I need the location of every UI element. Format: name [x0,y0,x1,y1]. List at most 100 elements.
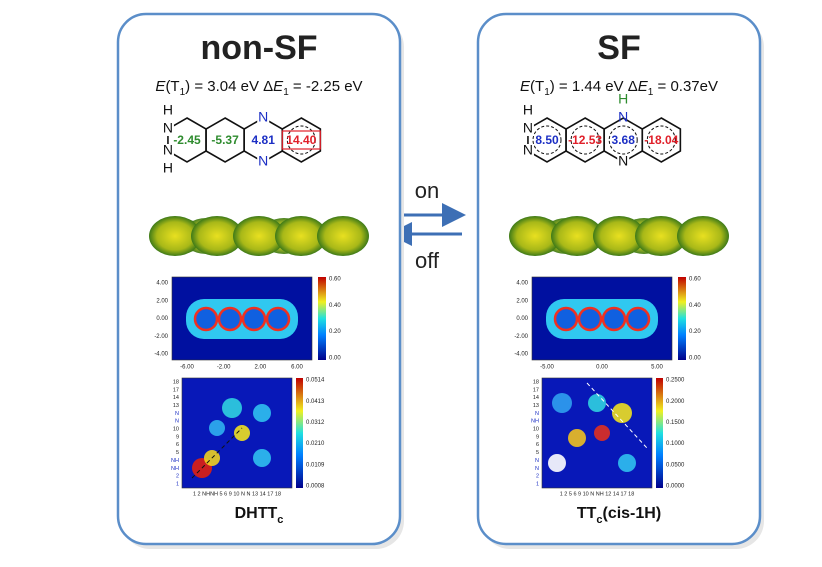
plot-y-tick: 2 [536,474,539,480]
ring-delocalization [286,125,316,155]
map-cbar-tick: 0.20 [329,329,341,335]
atom-bg [521,104,534,118]
plot-y-tick: N [175,419,179,425]
map-cbar-tick: 0.40 [689,303,701,309]
plot-x-label: 1 2 NHNH 5 6 9 10 N N 13 14 17 18 [193,491,281,497]
ring-delocalization [608,125,638,155]
on-label: on [415,178,439,203]
energy-part: 1 [648,87,654,98]
energy-part: = -2.25 eV [289,78,363,95]
plot-y-tick: 6 [176,442,179,448]
map-y-tick: 2.00 [156,298,168,304]
energy-part: ) = 1.44 eV Δ [550,78,638,95]
density-blob [594,425,610,441]
ring-highlight [281,130,321,150]
density-blob [568,429,586,447]
ring-delocalization [532,125,562,155]
ring-value: 3.68 [612,133,636,147]
density-blob [612,403,632,423]
name-part: TT [577,505,597,522]
plot-colorbar [656,378,663,488]
atom-label: H [618,91,628,107]
plot-y-tick: 9 [176,434,179,440]
elf-ring [625,306,651,332]
density-blob [588,394,606,412]
elf-ring [241,306,267,332]
plot-cbar-tick: 0.0000 [666,484,685,490]
map-y-tick: -2.00 [514,334,528,340]
ring-value: -18.04 [644,133,678,147]
ring [281,117,322,163]
map-cbar-tick: 0.20 [689,329,701,335]
energy-part: 1 [180,87,186,98]
map-cbar-tick: 0.60 [329,277,341,283]
plot-cbar-tick: 0.2000 [666,399,685,405]
atom-bg [161,104,174,118]
orbital-lobe [191,216,243,256]
plot-y-tick: 18 [173,379,179,385]
map-colorbar [318,277,326,360]
map-y-tick: 2.00 [516,298,528,304]
plot-y-tick: 2 [176,474,179,480]
ring-delocalization [570,125,600,155]
plot-cbar-tick: 0.0210 [306,441,325,447]
energy-line: E(T1) = 3.04 eV ΔE1 = -2.25 eV [155,78,362,98]
energy-line: E(T1) = 1.44 eV ΔE1 = 0.37eV [520,78,718,98]
map-y-tick: -4.00 [154,352,168,358]
atom-label: N [618,109,628,125]
molecule-name: TTc(cis-1H) [577,505,661,526]
map-x-tick: 2.00 [254,365,266,371]
map-cbar-tick: 0.60 [689,277,701,283]
plot-cbar-tick: 0.0312 [306,420,325,426]
atom-bg [161,122,174,136]
plot-y-tick: 5 [536,450,539,456]
plot-colorbar [296,378,303,488]
atom-label: N [618,153,628,169]
energy-part: = 0.37eV [653,78,718,95]
atom-bg [257,111,270,125]
orbital-lobe [275,216,327,256]
atom-label: N [163,142,173,158]
ring-value: -5.37 [211,133,239,147]
molecule-name: DHTTc [235,505,284,526]
energy-part: 1 [283,87,289,98]
diagonal [586,382,648,449]
density-blob [209,420,225,436]
atom-bg [617,93,630,107]
plot-cbar-tick: 0.1500 [666,420,685,426]
ring-value: -12.53 [568,133,602,147]
plot-cbar-tick: 0.1000 [666,441,685,447]
orbital-lobe [635,216,687,256]
orbital-lobe [593,216,645,256]
map-cbar-tick: 0.40 [329,303,341,309]
density-blob [552,393,572,413]
atom-bg [257,155,270,169]
density-blob [234,425,250,441]
atom-bg [521,144,534,158]
energy-part: E [638,78,649,95]
name-part: c [596,514,602,526]
plot-y-tick: NH [171,466,179,472]
map-y-tick: 4.00 [516,281,528,287]
atom-label: N [258,109,268,125]
map-x-tick: -2.00 [217,365,231,371]
energy-part: (T [530,78,544,95]
plot-y-tick: 14 [173,395,179,401]
density-blob [548,454,566,472]
ring-value: -2.45 [173,133,201,147]
atom-label: N [163,120,173,136]
map-x-tick: -5.00 [540,365,554,371]
atom-label: H [163,160,173,176]
elf-ring [601,306,627,332]
orbital-lobe [677,216,729,256]
map-y-tick: -4.00 [514,352,528,358]
energy-part: 1 [544,87,550,98]
elf-ring [577,306,603,332]
atom-bg [161,162,174,176]
atom-label: N [258,153,268,169]
map-x-tick: 0.00 [596,365,608,371]
map-y-tick: -2.00 [154,334,168,340]
plot-cbar-tick: 0.0008 [306,484,325,490]
orbital-lobe [317,216,369,256]
